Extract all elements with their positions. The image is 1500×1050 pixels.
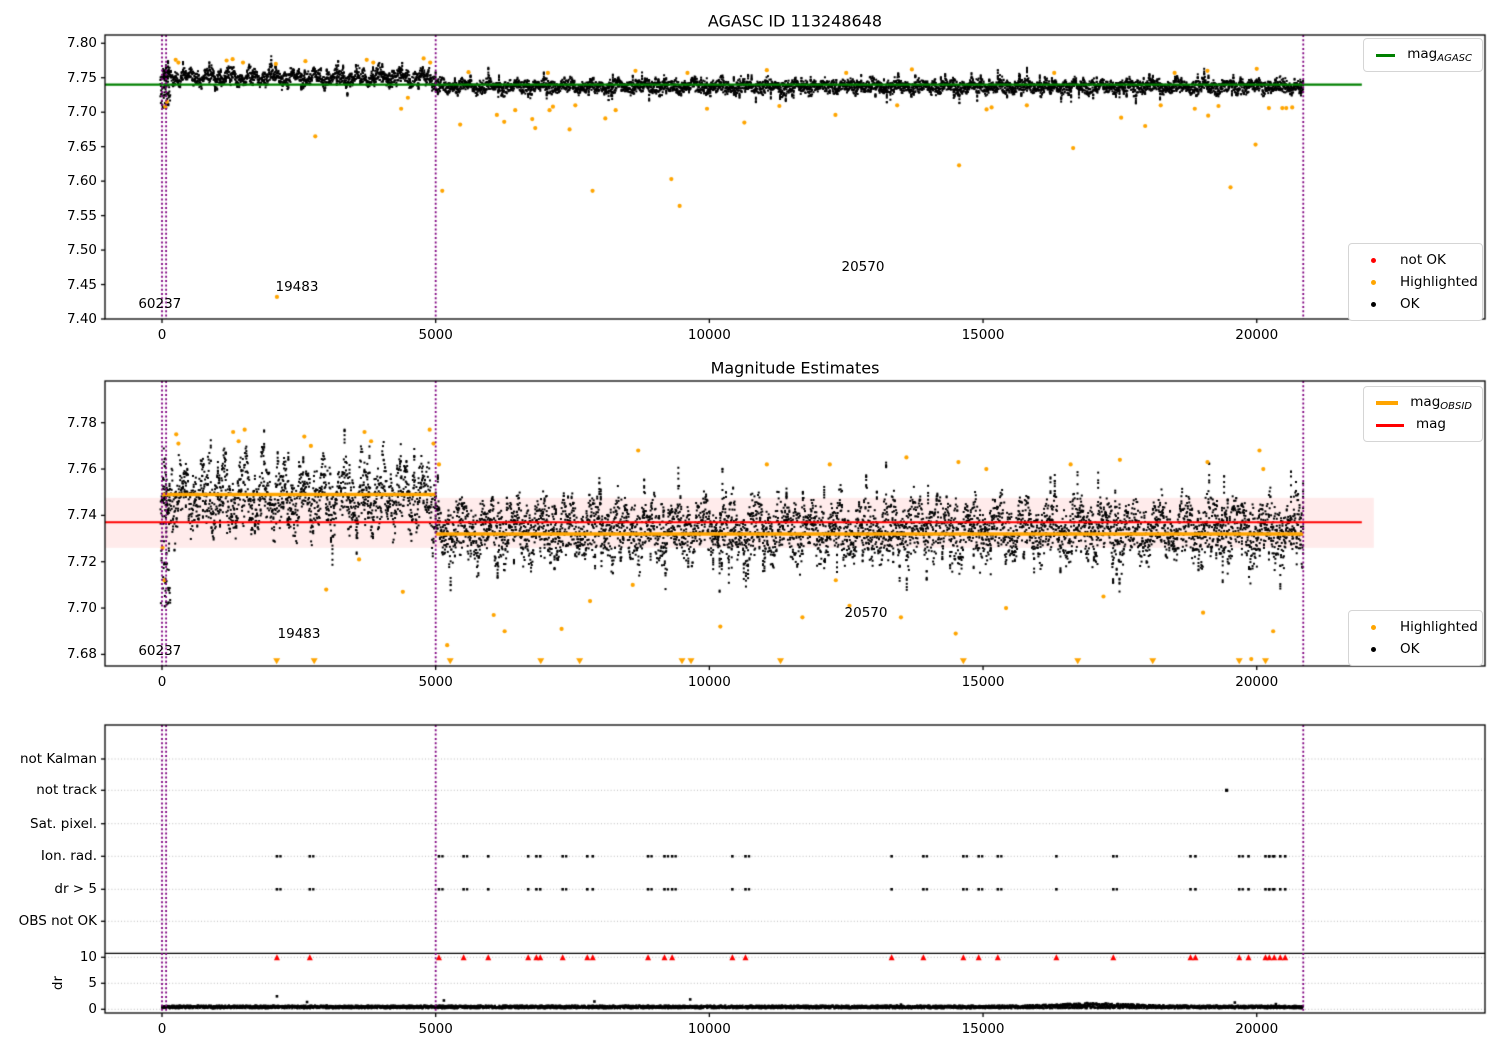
y-tick-label: 7.74 xyxy=(66,507,97,524)
y-tick-label: 7.76 xyxy=(66,461,97,478)
obsid-label: 20570 xyxy=(844,604,888,621)
legend-label: magAGASC xyxy=(1407,46,1472,64)
x-tick-label: 0 xyxy=(157,1021,167,1037)
x-tick-label: 0 xyxy=(157,674,167,690)
legend-row: OK xyxy=(1357,293,1472,315)
dr-tick-label: 5 xyxy=(88,975,97,992)
legend-label: mag xyxy=(1416,416,1446,432)
y-tick-label: 7.68 xyxy=(66,646,97,663)
legend-row: magOBSID xyxy=(1372,392,1472,414)
legend-middle-markers: Highlighted OK xyxy=(1348,610,1483,666)
x-tick-label: 15000 xyxy=(961,674,1005,690)
y-tick-label: 7.80 xyxy=(66,35,97,52)
x-tick-label: 0 xyxy=(157,327,167,343)
y-tick-label: 7.55 xyxy=(66,207,97,224)
x-tick-label: 5000 xyxy=(418,327,453,343)
red-dot-icon xyxy=(1371,257,1376,263)
x-tick-label: 15000 xyxy=(961,1021,1005,1037)
legend-row: mag xyxy=(1372,414,1472,436)
y-tick-label: 7.70 xyxy=(66,104,97,121)
flag-category-label: OBS not OK xyxy=(18,913,97,930)
x-tick-label: 20000 xyxy=(1235,327,1279,343)
top-plot-title: AGASC ID 113248648 xyxy=(707,11,883,31)
y-tick-label: 7.78 xyxy=(66,414,97,431)
orange-line-swatch xyxy=(1376,401,1399,405)
legend-label: OK xyxy=(1400,641,1420,657)
legend-mag-agasc: magAGASC xyxy=(1363,38,1483,72)
legend-row: not OK xyxy=(1357,249,1472,271)
black-dot-icon xyxy=(1371,646,1376,652)
legend-row: Highlighted xyxy=(1357,271,1478,293)
flag-category-label: not Kalman xyxy=(19,751,97,767)
flag-category-label: Ion. rad. xyxy=(40,848,97,865)
x-tick-label: 10000 xyxy=(687,674,731,690)
orange-dot-icon xyxy=(1371,624,1376,630)
legend-label: magOBSID xyxy=(1410,394,1472,412)
legend-row: magAGASC xyxy=(1372,44,1472,66)
legend-label: not OK xyxy=(1400,252,1446,268)
x-tick-label: 20000 xyxy=(1235,1021,1279,1037)
legend-top-markers: not OK Highlighted OK xyxy=(1348,243,1483,321)
x-tick-label: 10000 xyxy=(687,1021,731,1037)
legend-row: Highlighted xyxy=(1357,616,1478,638)
obsid-label: 60237 xyxy=(138,643,182,660)
y-tick-label: 7.65 xyxy=(66,138,97,155)
obsid-label: 60237 xyxy=(138,295,182,312)
legend-row: OK xyxy=(1357,638,1472,660)
x-tick-label: 5000 xyxy=(418,1021,453,1037)
red-line-swatch xyxy=(1376,423,1404,427)
y-tick-label: 7.70 xyxy=(66,600,97,617)
y-tick-label: 7.72 xyxy=(66,553,97,570)
x-tick-label: 20000 xyxy=(1235,674,1279,690)
flag-category-label: Sat. pixel. xyxy=(30,815,97,832)
y-tick-label: 7.75 xyxy=(66,69,97,86)
x-tick-label: 10000 xyxy=(687,327,731,343)
middle-plot-title: Magnitude Estimates xyxy=(710,358,880,378)
legend-mag-obsid: magOBSID mag xyxy=(1363,386,1483,442)
legend-label: Highlighted xyxy=(1400,619,1478,635)
y-tick-label: 7.45 xyxy=(66,276,97,293)
orange-dot-icon xyxy=(1371,279,1376,285)
y-tick-label: 7.50 xyxy=(66,242,97,259)
flag-category-label: dr > 5 xyxy=(54,881,97,898)
black-dot-icon xyxy=(1371,301,1376,307)
dr-tick-label: 0 xyxy=(88,1001,97,1018)
flag-category-label: not track xyxy=(36,782,97,799)
dr-tick-label: 10 xyxy=(79,949,97,966)
obsid-label: 19483 xyxy=(275,279,319,296)
x-tick-label: 15000 xyxy=(961,327,1005,343)
obsid-label: 19483 xyxy=(277,625,321,642)
x-tick-label: 5000 xyxy=(418,674,453,690)
legend-label: Highlighted xyxy=(1400,274,1478,290)
obsid-label: 20570 xyxy=(841,259,885,276)
y-tick-label: 7.40 xyxy=(66,311,97,327)
legend-label: OK xyxy=(1400,296,1420,312)
y-tick-label: 7.60 xyxy=(66,173,97,190)
green-line-swatch xyxy=(1376,53,1396,57)
